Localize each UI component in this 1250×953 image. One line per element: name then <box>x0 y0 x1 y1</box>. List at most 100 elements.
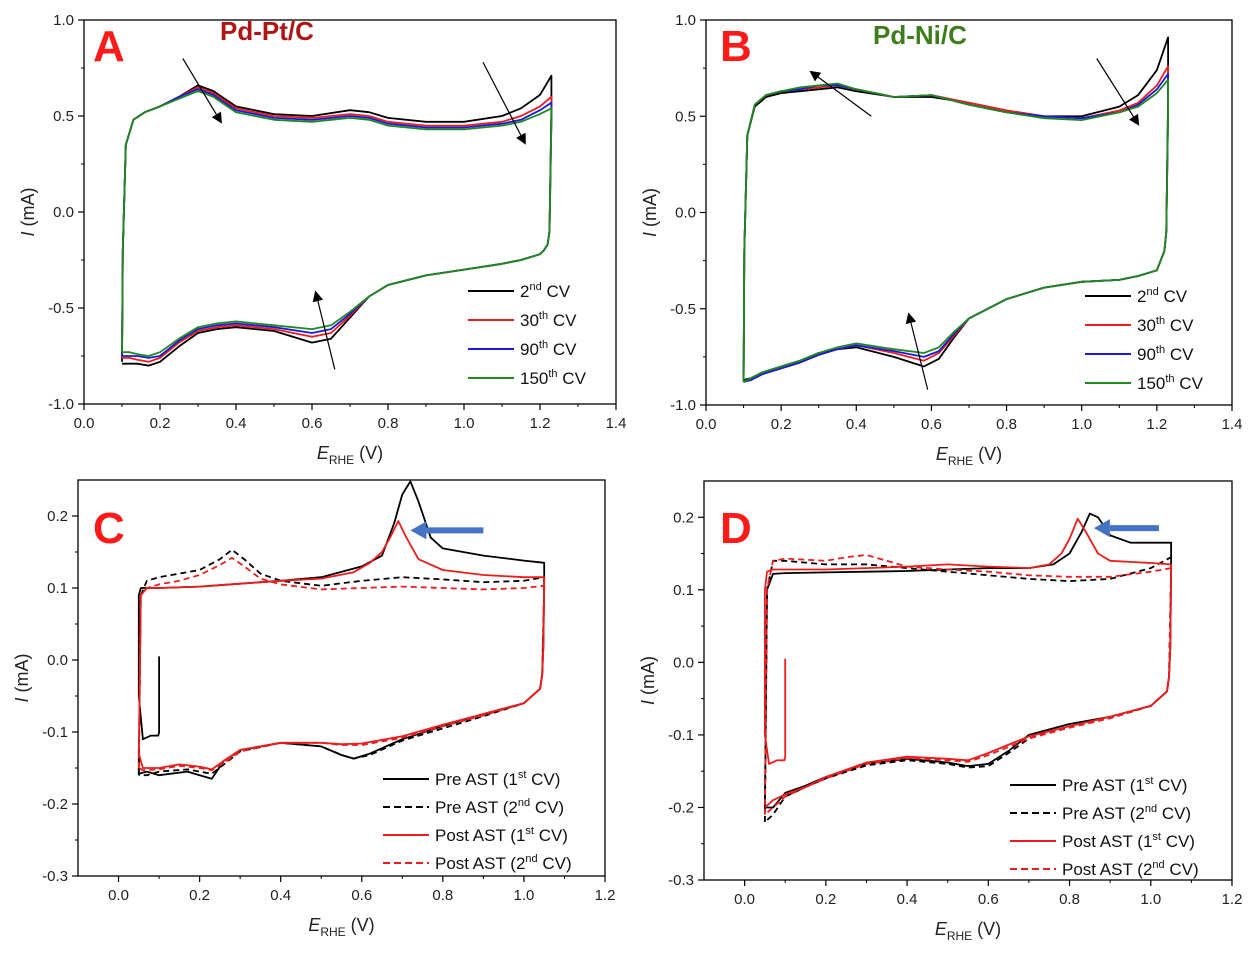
legend-label-d-1: Pre AST (1st CV) <box>1062 775 1187 795</box>
series-line-a-3 <box>121 88 553 359</box>
legend-b: 2nd CV 30th CV 90th CV 150th CV <box>1085 286 1204 393</box>
y-tick-label-c: -0.1 <box>42 724 68 741</box>
legend-label-d-2: Pre AST (2nd CV) <box>1062 803 1191 823</box>
x-tick-label-a: 0.8 <box>378 415 399 432</box>
y-tick-label-a: -1.0 <box>48 396 74 413</box>
y-tick-label-c: -0.3 <box>42 868 68 885</box>
x-tick-label-c: 0.2 <box>189 887 210 904</box>
x-tick-label-d: 1.2 <box>1222 891 1243 908</box>
x-tick-label-a: 1.2 <box>530 415 551 432</box>
trend-arrow-b <box>809 70 872 117</box>
series-line-c-4 <box>137 556 546 772</box>
x-tick-label-a: 1.4 <box>606 415 627 432</box>
y-tick-label-c: 0.1 <box>47 580 68 597</box>
series-line-b-2 <box>742 65 1169 383</box>
plot-frame-c <box>77 479 606 877</box>
x-tick-label-a: 0.4 <box>226 415 247 432</box>
x-tick-label-d: 0.8 <box>1059 891 1080 908</box>
y-axis-label-d: I (mA) <box>638 656 658 705</box>
legend-label-c-3: Post AST (1st CV) <box>435 825 568 845</box>
trend-arrow-b <box>905 312 929 390</box>
panel-label-a: A <box>93 22 125 71</box>
trend-arrow-b <box>1096 58 1140 126</box>
x-tick-label-b: 0.4 <box>846 416 867 433</box>
x-tick-label-b: 1.2 <box>1146 416 1167 433</box>
x-axis-label-b: ERHE (V) <box>936 444 1002 468</box>
x-tick-label-d: 1.0 <box>1140 891 1161 908</box>
legend-d: Pre AST (1st CV) Pre AST (2nd CV) Post AST… <box>1010 775 1199 879</box>
x-tick-label-c: 1.2 <box>595 887 616 904</box>
x-tick-label-b: 1.0 <box>1071 416 1092 433</box>
legend-label-c-2: Pre AST (2nd CV) <box>435 797 564 817</box>
series-line-c-3 <box>137 520 546 771</box>
axes-b: 0.0 0.2 0.4 0.6 0.8 1.0 1.2 1.4 -1.0 -0.5 0.0 0.5 1.… <box>670 12 1242 433</box>
x-tick-label-b: 0.2 <box>771 416 792 433</box>
x-tick-label-d: 0.0 <box>734 891 755 908</box>
panel-title-b: Pd-Ni/C <box>873 20 967 50</box>
x-tick-label-a: 0.0 <box>74 415 95 432</box>
legend-a: 2nd CV 30th CV 90th CV 150th CV <box>468 281 587 388</box>
legend-label-a-2: 30th CV <box>520 310 577 330</box>
x-tick-label-d: 0.6 <box>978 891 999 908</box>
y-tick-label-d: -0.3 <box>668 872 694 889</box>
legend-label-a-4: 150th CV <box>520 368 587 388</box>
panel-b: B Pd-Ni/C 0.0 0.2 0.4 0.6 0.8 1.0 1.2 1.4 -1.0 -0… <box>640 12 1242 468</box>
x-tick-label-c: 1.0 <box>513 887 534 904</box>
legend-label-b-3: 90th CV <box>1137 344 1194 364</box>
legend-label-c-4: Post AST (2nd CV) <box>435 853 572 873</box>
y-tick-label-a: 0.0 <box>53 204 74 221</box>
trend-arrows-a <box>182 58 526 370</box>
peak-arrow-d <box>1093 519 1159 538</box>
x-tick-label-b: 0.6 <box>921 416 942 433</box>
plot-area-d <box>764 512 1172 823</box>
trend-arrow-a <box>482 61 526 145</box>
legend-c: Pre AST (1st CV) Pre AST (2nd CV) Post AST… <box>383 769 572 873</box>
x-tick-label-c: 0.4 <box>270 887 291 904</box>
x-tick-label-d: 0.2 <box>815 891 836 908</box>
x-tick-label-b: 0.0 <box>696 416 717 433</box>
peak-arrow-c <box>410 521 484 540</box>
axes-a: 0.0 0.2 0.4 0.6 0.8 1.0 1.2 1.4 -1.0 -0.5 0.0 0.5 1.… <box>48 12 626 432</box>
x-tick-label-a: 0.2 <box>150 415 171 432</box>
legend-label-a-3: 90th CV <box>520 339 577 359</box>
y-tick-label-d: 0.2 <box>673 509 694 526</box>
y-tick-label-b: 1.0 <box>675 12 696 29</box>
y-tick-label-d: -0.1 <box>668 727 694 744</box>
y-tick-label-a: -0.5 <box>48 300 74 317</box>
x-tick-label-a: 1.0 <box>454 415 475 432</box>
x-axis-label-d: ERHE (V) <box>935 919 1001 943</box>
y-axis-label-a: I (mA) <box>18 187 38 236</box>
plot-area-a <box>121 74 553 367</box>
panel-label-d: D <box>720 504 752 553</box>
y-axis-label-c: I (mA) <box>12 653 32 702</box>
x-tick-label-c: 0.6 <box>351 887 372 904</box>
x-tick-label-c: 0.0 <box>108 887 129 904</box>
y-tick-label-b: -0.5 <box>670 301 696 318</box>
legend-label-a-1: 2nd CV <box>520 281 571 301</box>
trend-arrow-a <box>182 58 222 124</box>
series-line-d-3 <box>764 517 1172 809</box>
y-tick-label-b: -1.0 <box>670 397 696 414</box>
legend-label-c-1: Pre AST (1st CV) <box>435 769 560 789</box>
legend-label-b-2: 30th CV <box>1137 315 1194 335</box>
panel-title-a: Pd-Pt/C <box>220 16 314 46</box>
trend-arrow-a <box>312 290 336 370</box>
y-tick-label-c: 0.0 <box>47 652 68 669</box>
plot-area-c <box>137 480 546 780</box>
y-axis-label-b: I (mA) <box>640 188 660 237</box>
legend-label-b-4: 150th CV <box>1137 373 1204 393</box>
panel-label-c: C <box>93 504 125 553</box>
y-tick-label-d: 0.0 <box>673 654 694 671</box>
y-tick-label-b: 0.5 <box>675 108 696 125</box>
legend-label-d-3: Post AST (1st CV) <box>1062 831 1195 851</box>
axes-d: 0.0 0.2 0.4 0.6 0.8 1.0 1.2 -0.3 -0.2 -0.1 0.0 0.1 0… <box>668 480 1243 908</box>
legend-label-b-1: 2nd CV <box>1137 286 1188 306</box>
x-tick-label-d: 0.4 <box>897 891 918 908</box>
y-tick-label-b: 0.0 <box>675 205 696 222</box>
y-tick-label-d: 0.1 <box>673 582 694 599</box>
panel-label-b: B <box>720 22 752 71</box>
panel-c: C 0.0 0.2 0.4 0.6 0.8 1.0 1.2-0.3-0.2-0.10.00.… <box>12 479 616 939</box>
y-tick-label-a: 1.0 <box>53 12 74 29</box>
x-axis-label-c: ERHE (V) <box>308 915 374 939</box>
